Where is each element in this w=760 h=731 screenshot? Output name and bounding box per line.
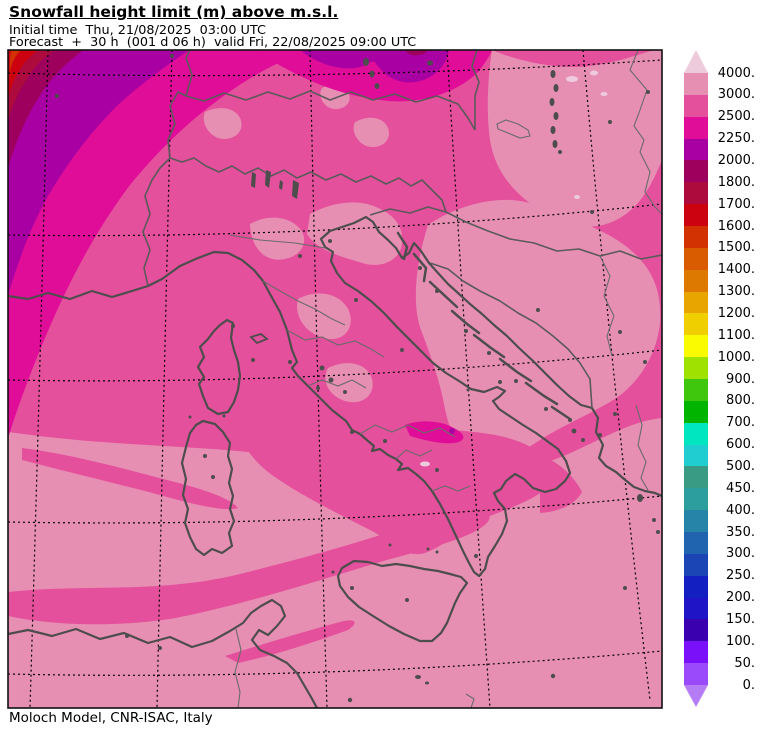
coastline-sicily (336, 559, 469, 643)
map-frame (7, 49, 663, 709)
dalmatian-islands (396, 231, 572, 421)
coast-fragment-south (465, 693, 475, 708)
coastline-corsica (196, 318, 242, 416)
page-title: Snowfall height limit (m) above m.s.l. (9, 3, 339, 21)
coastline-sardinia (180, 419, 236, 557)
initial-time-text: Initial time Thu, 21/08/2025 03:00 UTC (9, 23, 266, 38)
regional-borders (229, 50, 662, 492)
field-fill-layers (8, 50, 662, 708)
coastline-africa (8, 598, 318, 708)
coastline-elba (249, 332, 269, 345)
coastline-mainland (8, 215, 662, 578)
forecast-valid-text: Forecast + 30 h (001 d 06 h) valid Fri, … (9, 35, 417, 50)
latlon-gridlines (8, 50, 662, 708)
geography (8, 50, 662, 708)
map-dots (54, 53, 650, 703)
border-tunisia-algeria (234, 628, 242, 708)
alpine-lakes (251, 58, 660, 685)
national-borders (142, 50, 662, 409)
model-credit: Moloch Model, CNR-ISAC, Italy (9, 710, 213, 726)
